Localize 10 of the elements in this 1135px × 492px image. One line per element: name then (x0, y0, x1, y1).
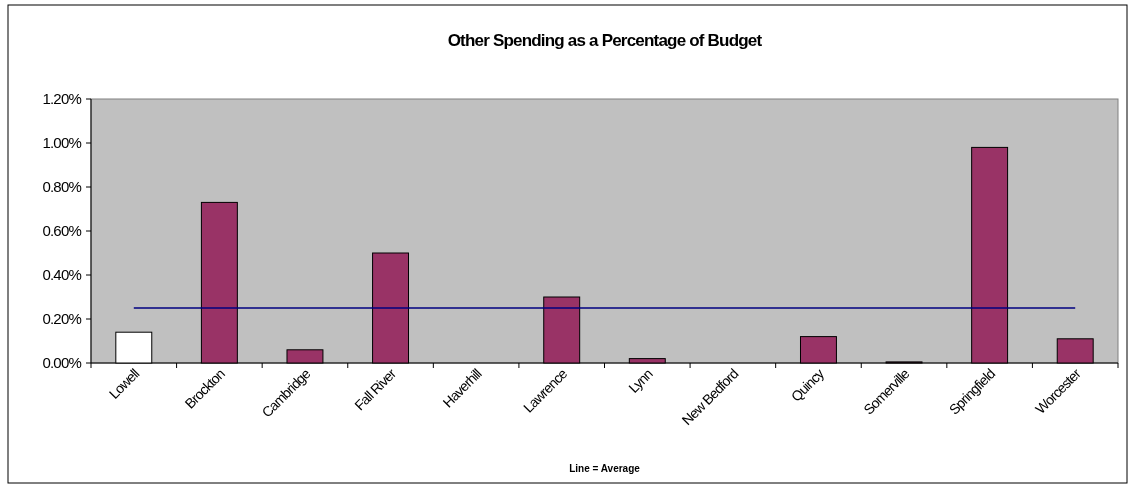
y-tick-label: 0.20% (42, 310, 82, 328)
y-tick-label: 1.20% (42, 90, 82, 108)
y-tick-label: 0.80% (42, 178, 82, 196)
y-tick-label: 0.60% (42, 222, 82, 240)
x-tick-label: Lynn (625, 365, 656, 396)
y-tick-label: 1.00% (42, 134, 82, 152)
y-tick-label: 0.40% (42, 266, 82, 284)
y-tick-label: 0.00% (42, 354, 82, 372)
text: Line = Average (569, 463, 641, 474)
chart-title: Other Spending as a Percentage of Budget (447, 31, 763, 50)
